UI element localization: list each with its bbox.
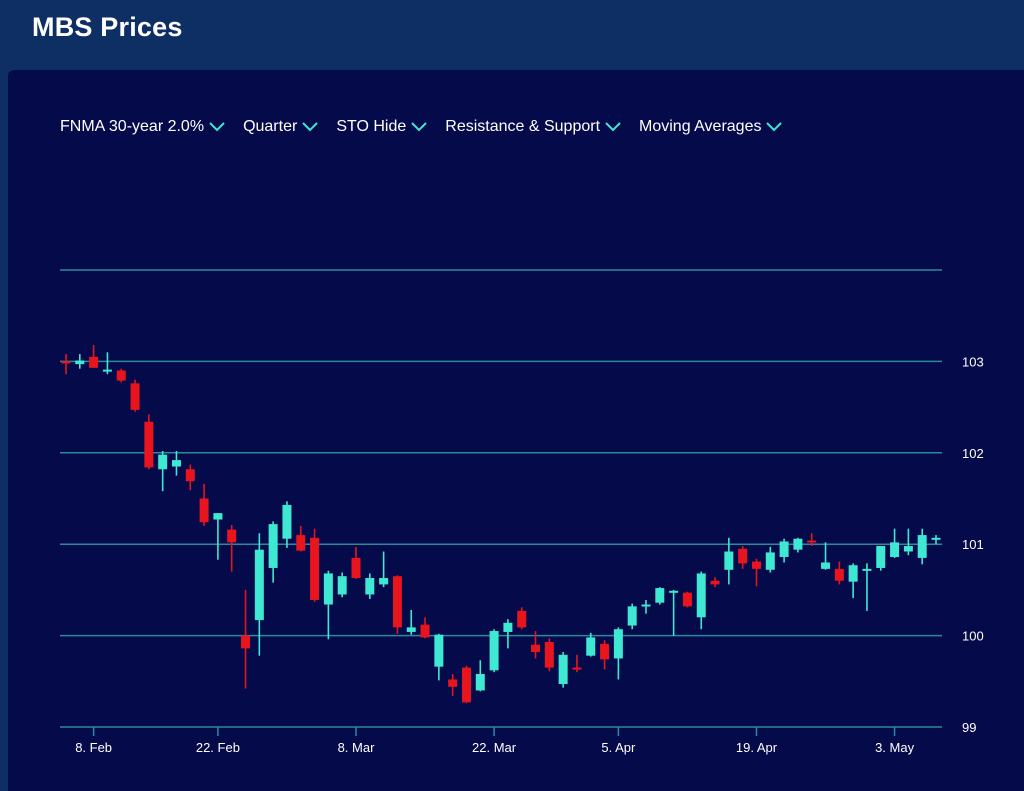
candle-body xyxy=(448,679,458,687)
candle-body xyxy=(503,622,513,632)
resistance-support-dropdown[interactable]: Resistance & Support xyxy=(445,118,621,136)
x-tick-label: 8. Feb xyxy=(75,740,112,755)
candle-body xyxy=(821,562,831,569)
app-header: MBS Prices xyxy=(0,0,1024,70)
chart-panel xyxy=(8,70,1024,791)
candle-body xyxy=(544,641,554,668)
y-tick-label: 103 xyxy=(962,354,984,369)
moving-averages-dropdown-label: Moving Averages xyxy=(639,118,762,135)
candle-body xyxy=(903,546,913,552)
x-tick-label: 8. Mar xyxy=(338,740,376,755)
candle-body xyxy=(572,667,582,670)
y-tick-label: 102 xyxy=(962,446,984,461)
candle-body xyxy=(102,369,112,372)
candle-body xyxy=(61,361,71,364)
instrument-dropdown-label: FNMA 30-year 2.0% xyxy=(60,118,205,135)
candle-body xyxy=(420,624,430,638)
x-tick-label: 19. Apr xyxy=(736,740,778,755)
candle-body xyxy=(337,576,347,595)
chart-toolbar: FNMA 30-year 2.0% Quarter STO Hide Resis… xyxy=(60,115,800,139)
candle-body xyxy=(834,568,844,581)
candle-body xyxy=(848,565,858,582)
candle-body xyxy=(655,588,665,603)
x-tick-label: 3. May xyxy=(875,740,915,755)
candle-body xyxy=(793,538,803,550)
chevron-down-icon xyxy=(411,122,427,132)
candle-body xyxy=(475,673,485,691)
chevron-down-icon xyxy=(302,122,319,132)
candle-body xyxy=(171,460,181,467)
candle-body xyxy=(765,552,775,570)
candle-body xyxy=(641,604,651,607)
x-tick-label: 22. Feb xyxy=(196,740,240,755)
candle-body xyxy=(862,568,872,571)
moving-averages-dropdown[interactable]: Moving Averages xyxy=(639,118,783,136)
candle-body xyxy=(406,627,416,632)
candle-body xyxy=(931,537,941,540)
candle-body xyxy=(144,421,154,468)
candle-body xyxy=(213,513,223,520)
page-title: MBS Prices xyxy=(32,12,183,42)
candle-body xyxy=(627,606,637,626)
candle-body xyxy=(392,576,402,628)
candle-body xyxy=(531,644,541,653)
candle-body xyxy=(185,469,195,482)
sto-dropdown[interactable]: STO Hide xyxy=(336,118,427,136)
candle-body xyxy=(738,548,748,564)
candle-body xyxy=(917,535,927,558)
candle-body xyxy=(365,578,375,595)
period-dropdown[interactable]: Quarter xyxy=(243,118,319,136)
candle-body xyxy=(282,504,292,539)
candle-body xyxy=(890,542,900,557)
candle-body xyxy=(807,540,817,543)
x-tick-label: 22. Mar xyxy=(472,740,517,755)
candle-body xyxy=(130,383,140,410)
candle-body xyxy=(199,498,209,523)
candle-body xyxy=(351,557,361,579)
instrument-dropdown[interactable]: FNMA 30-year 2.0% xyxy=(60,118,225,136)
y-tick-label: 99 xyxy=(962,720,976,735)
candle-body xyxy=(669,590,679,593)
candle-body xyxy=(517,610,527,628)
candle-body xyxy=(600,643,610,660)
candle-body xyxy=(434,634,444,667)
chevron-down-icon xyxy=(209,122,225,132)
candle-body xyxy=(613,629,623,659)
candle-body xyxy=(323,573,333,605)
candle-body xyxy=(682,592,692,607)
sto-dropdown-label: STO Hide xyxy=(336,118,407,135)
candle-body xyxy=(779,541,789,557)
candle-body xyxy=(268,524,278,568)
candle-body xyxy=(461,667,471,703)
candle-body xyxy=(296,535,306,551)
y-tick-label: 101 xyxy=(962,537,984,552)
candle-body xyxy=(489,631,499,671)
candle-body xyxy=(75,360,85,365)
candle-body xyxy=(586,637,596,656)
candle-body xyxy=(89,356,99,368)
candle-body xyxy=(751,561,761,569)
candle-body xyxy=(876,546,886,568)
candle-body xyxy=(254,549,264,621)
candle-body xyxy=(724,551,734,570)
candle-body xyxy=(227,529,237,543)
chevron-down-icon xyxy=(766,122,783,132)
candle-body xyxy=(696,573,706,618)
resistance-support-dropdown-label: Resistance & Support xyxy=(445,118,601,135)
x-tick-label: 5. Apr xyxy=(601,740,636,755)
y-tick-label: 100 xyxy=(962,629,984,644)
period-dropdown-label: Quarter xyxy=(243,118,298,135)
candle-body xyxy=(558,654,568,685)
candle-body xyxy=(379,578,389,585)
candle-body xyxy=(241,635,251,649)
candle-body xyxy=(116,370,126,381)
candle-body xyxy=(310,537,320,600)
chevron-down-icon xyxy=(605,122,621,132)
candle-body xyxy=(158,454,168,470)
candle-body xyxy=(710,580,720,585)
